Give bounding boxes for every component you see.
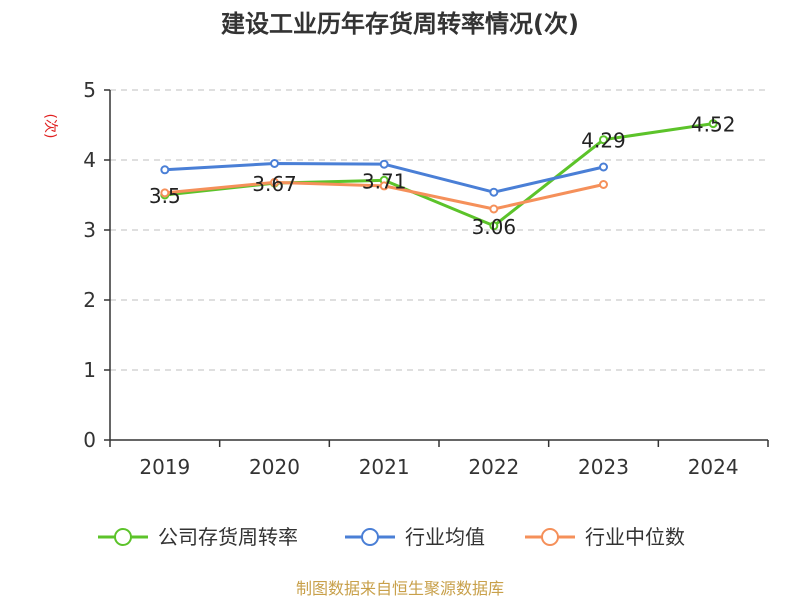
legend-marker: [541, 528, 559, 546]
series-point-1: [270, 159, 279, 168]
legend-label: 公司存货周转率: [158, 525, 298, 549]
data-label: 4.52: [691, 113, 736, 137]
data-label: 3.06: [472, 215, 517, 239]
y-tick-label: 0: [83, 428, 96, 452]
legend-label: 行业中位数: [585, 525, 685, 549]
x-tick-label: 2019: [139, 455, 190, 479]
y-tick-label: 5: [83, 78, 96, 102]
series-point-1: [599, 162, 608, 172]
series-point-1: [379, 159, 389, 169]
gridlines: [110, 89, 768, 371]
axes: 0 1 2 3 4 5 2019 2020 2021 2022 2023 2024: [83, 78, 769, 479]
series-point-2: [270, 177, 279, 187]
y-tick-label: 4: [83, 148, 96, 172]
x-tick-label: 2024: [688, 455, 739, 479]
x-tick-label: 2021: [359, 455, 410, 479]
legend: 公司存货周转率 行业均值 行业中位数: [98, 525, 685, 549]
data-label: 3.5: [149, 184, 181, 208]
data-label: 3.67: [252, 172, 297, 196]
data-labels: 3.5 3.67 3.71 3.06 4.29 4.52: [149, 113, 736, 239]
data-label: 3.71: [362, 169, 407, 193]
legend-marker: [361, 528, 379, 546]
series-point-2: [599, 180, 608, 189]
legend-label: 行业均值: [405, 525, 485, 549]
legend-marker: [114, 528, 132, 546]
chart-title: 建设工业历年存货周转率情况(次): [221, 10, 579, 38]
x-tick-label: 2020: [249, 455, 300, 479]
series-point-0: [489, 221, 499, 231]
data-label: 4.29: [581, 129, 626, 153]
source-note: 制图数据来自恒生聚源数据库: [296, 579, 504, 598]
y-tick-label: 1: [83, 358, 96, 382]
series-line-0: [164, 122, 714, 228]
series-point-0: [708, 119, 718, 129]
series-point-2: [489, 204, 499, 214]
x-tick-label: 2022: [468, 455, 519, 479]
series-point-1: [489, 187, 499, 197]
series-point-2: [160, 188, 170, 198]
x-tick-label: 2023: [578, 455, 629, 479]
y-axis-label: (次): [42, 114, 58, 139]
series-point-1: [160, 165, 170, 175]
series-group: [160, 119, 718, 231]
y-tick-label: 2: [83, 288, 96, 312]
series-point-0: [599, 135, 608, 145]
series-point-2: [379, 181, 389, 191]
y-tick-label: 3: [83, 218, 96, 242]
